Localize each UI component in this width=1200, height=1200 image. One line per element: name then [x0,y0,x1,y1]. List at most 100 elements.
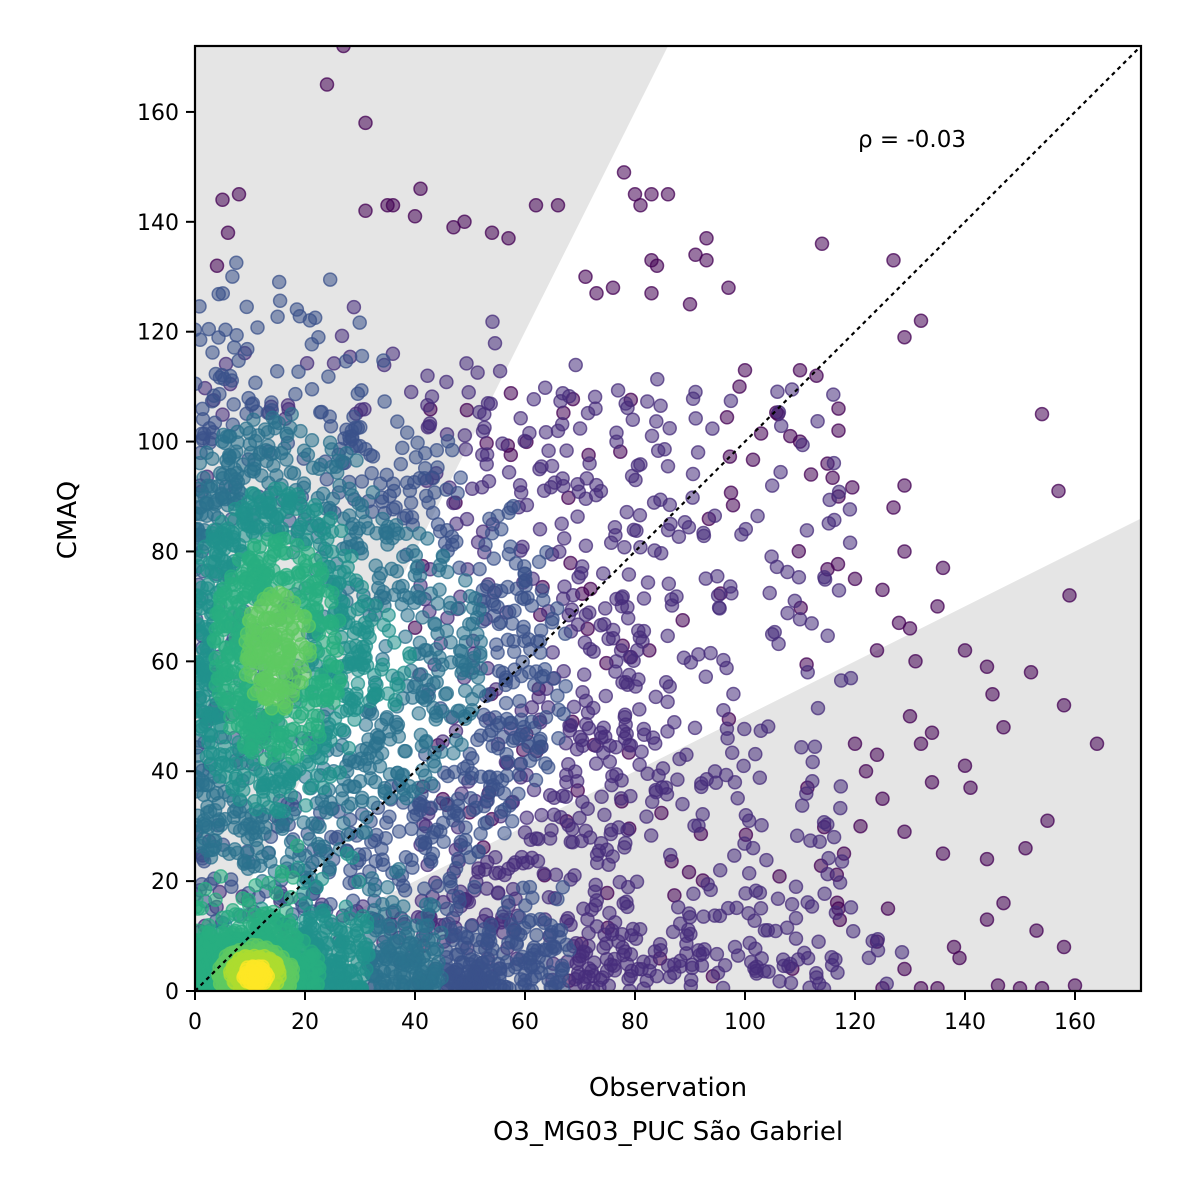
data-point [1023,665,1039,680]
data-point [441,916,456,932]
data-point [288,386,303,402]
data-point [845,480,860,495]
data-point [609,425,624,440]
data-point [532,461,547,477]
x-tick-label: 20 [291,1010,319,1035]
data-point [620,822,635,838]
data-point [532,522,548,537]
data-point [513,411,528,426]
data-point [610,383,626,398]
data-point [843,900,859,915]
data-point [487,335,503,351]
data-point [620,879,636,895]
data-point [578,538,594,553]
data-point [861,950,877,966]
data-point [662,420,677,436]
data-point [410,435,425,451]
data-point [279,428,295,444]
data-point [1034,981,1050,991]
data-point [648,689,664,705]
data-point [633,198,648,213]
data-point [486,551,502,566]
data-point [820,817,835,832]
data-point [550,891,565,907]
data-point [544,615,560,630]
data-point [831,423,846,438]
data-point [599,842,615,858]
data-point [788,931,804,946]
data-point [595,566,611,581]
data-point [578,607,594,623]
data-point [644,187,659,202]
y-tick-label: 80 [151,540,179,565]
data-point [379,710,395,725]
data-point [302,313,318,328]
data-point [588,401,603,416]
data-point [996,720,1011,735]
data-point [879,976,894,991]
data-point [640,394,655,409]
data-point [374,841,389,856]
data-point [696,525,711,541]
data-point [534,807,549,823]
data-point [597,807,612,823]
data-point [809,368,824,383]
data-point [770,384,785,399]
data-point [1034,406,1050,422]
data-point [780,564,795,580]
data-point [475,424,491,439]
data-point [349,620,364,636]
data-point [957,643,973,658]
data-point [385,198,401,213]
data-point [588,756,604,771]
data-point [539,544,554,560]
data-point [537,380,553,395]
data-point [572,810,587,826]
data-point [699,253,714,268]
data-point [748,746,763,762]
data-point [299,355,315,371]
data-point [690,445,706,460]
data-point [224,373,240,388]
x-axis-title: Observation [589,1073,747,1103]
data-point [788,879,804,895]
data-point [503,917,519,933]
data-point [467,879,482,895]
data-point [726,686,741,702]
data-point [572,421,588,436]
data-point [572,729,588,745]
data-point [261,875,276,891]
data-point [616,165,632,180]
data-point [845,923,861,939]
data-point [536,592,551,608]
data-point [770,891,786,906]
data-point [459,511,475,527]
data-point [312,537,328,552]
data-point [832,875,848,890]
data-point [279,452,294,467]
data-point [269,364,285,379]
data-point [577,635,593,650]
data-point [788,910,804,926]
data-point [457,683,473,698]
data-point [772,869,787,884]
y-tick-label: 0 [165,980,179,1005]
data-point [346,299,362,315]
data-point [817,572,833,587]
data-point [213,869,229,884]
data-point [551,702,566,718]
data-point [215,192,230,208]
data-point [461,385,476,400]
data-point [351,874,366,890]
data-point [760,923,776,938]
data-point [764,549,779,564]
data-point [825,470,840,486]
data-point [609,591,624,607]
data-point [417,881,432,896]
data-point [575,685,590,700]
data-point [805,774,820,789]
data-point [240,341,255,357]
data-point [462,746,478,762]
data-point [794,740,809,755]
data-point [568,357,583,373]
